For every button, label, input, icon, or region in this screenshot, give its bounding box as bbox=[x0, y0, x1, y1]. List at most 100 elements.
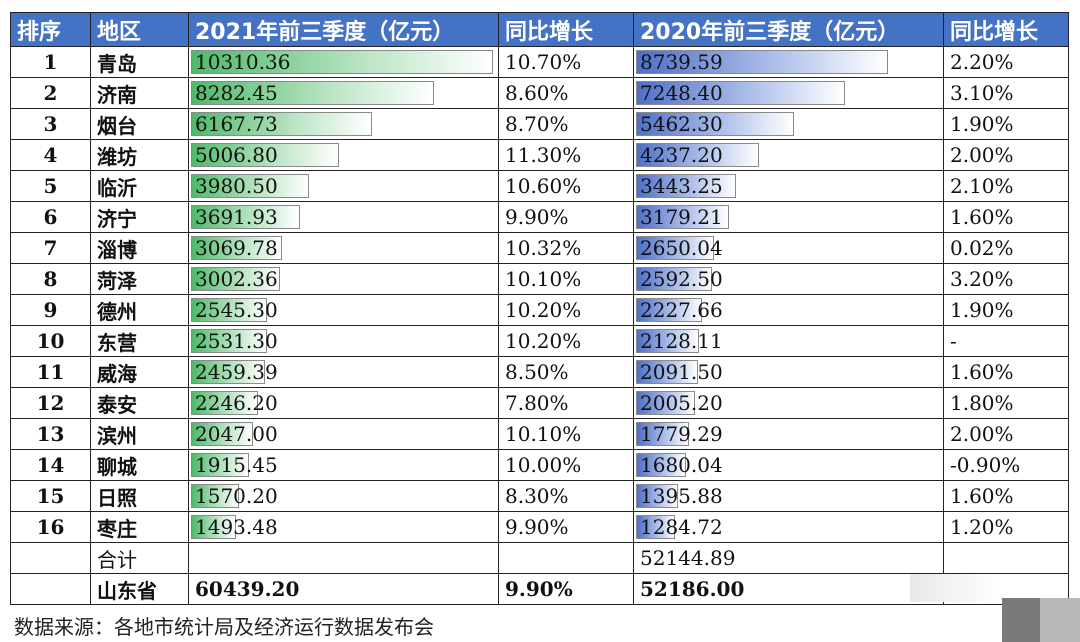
rank-cell: 1 bbox=[10, 46, 91, 78]
value-2020: 1395.88 bbox=[640, 484, 723, 508]
growth-2020-cell: 1.90% bbox=[943, 294, 1069, 326]
gdp-ranking-table: 排序 地区 2021年前三季度（亿元） 同比增长 2020年前三季度（亿元） 同… bbox=[10, 12, 1069, 605]
value-2021-cell: 2246.20 bbox=[188, 387, 499, 419]
bar-2020 bbox=[636, 329, 699, 353]
value-2020: 3179.21 bbox=[640, 205, 723, 229]
value-2020-cell: 2650.04 bbox=[633, 232, 944, 264]
rank-cell: 3 bbox=[10, 108, 91, 140]
subtotal-2020-growth bbox=[943, 542, 1069, 574]
value-2021: 8282.45 bbox=[195, 81, 278, 105]
value-2020-cell: 2227.66 bbox=[633, 294, 944, 326]
header-2021-growth: 同比增长 bbox=[498, 12, 634, 47]
value-2020-cell: 3179.21 bbox=[633, 201, 944, 233]
value-2021-cell: 5006.80 bbox=[188, 139, 499, 171]
subtotal-row: 合计 52144.89 bbox=[10, 542, 1069, 574]
bar-2021 bbox=[191, 422, 253, 446]
subtotal-2021-growth bbox=[498, 542, 634, 574]
value-2020-cell: 2128.11 bbox=[633, 325, 944, 357]
value-2020-cell: 7248.40 bbox=[633, 77, 944, 109]
bar-2021 bbox=[191, 267, 280, 291]
growth-2021-cell: 10.10% bbox=[498, 263, 634, 295]
region-cell: 青岛 bbox=[90, 46, 189, 78]
region-cell: 淄博 bbox=[90, 232, 189, 264]
growth-2021-cell: 10.60% bbox=[498, 170, 634, 202]
bar-2021 bbox=[191, 515, 236, 539]
growth-2020-cell: 1.90% bbox=[943, 108, 1069, 140]
value-2021: 1915.45 bbox=[195, 453, 278, 477]
growth-2021-cell: 9.90% bbox=[498, 201, 634, 233]
table-row: 9 德州 2545.30 10.20% 2227.66 1.90% bbox=[10, 294, 1069, 326]
table-row: 2 济南 8282.45 8.60% 7248.40 3.10% bbox=[10, 77, 1069, 109]
value-2020-cell: 1779.29 bbox=[633, 418, 944, 450]
value-2020: 2091.50 bbox=[640, 360, 723, 384]
bar-2021 bbox=[191, 143, 339, 167]
bar-2020 bbox=[636, 360, 698, 384]
watermark-block-dark bbox=[1002, 598, 1040, 642]
value-2021: 2246.20 bbox=[195, 391, 278, 415]
value-2021: 5006.80 bbox=[195, 143, 278, 167]
bar-2021 bbox=[191, 360, 265, 384]
region-cell: 泰安 bbox=[90, 387, 189, 419]
value-2021-cell: 10310.36 bbox=[188, 46, 499, 78]
value-2021: 6167.73 bbox=[195, 112, 278, 136]
region-cell: 滨州 bbox=[90, 418, 189, 450]
growth-2020-cell: 3.10% bbox=[943, 77, 1069, 109]
region-cell: 聊城 bbox=[90, 449, 189, 481]
rank-cell: 12 bbox=[10, 387, 91, 419]
growth-2020-cell: 1.60% bbox=[943, 201, 1069, 233]
region-cell: 烟台 bbox=[90, 108, 189, 140]
bar-2021 bbox=[191, 298, 267, 322]
growth-2020-cell: 2.10% bbox=[943, 170, 1069, 202]
total-2021-value: 60439.20 bbox=[188, 573, 499, 605]
growth-2021-cell: 10.00% bbox=[498, 449, 634, 481]
value-2020: 2227.66 bbox=[640, 298, 723, 322]
region-cell: 枣庄 bbox=[90, 511, 189, 543]
bar-2021 bbox=[191, 174, 309, 198]
growth-2021-cell: 8.60% bbox=[498, 77, 634, 109]
growth-2021-cell: 10.20% bbox=[498, 294, 634, 326]
bar-2020 bbox=[636, 298, 702, 322]
value-2020-cell: 2592.50 bbox=[633, 263, 944, 295]
header-2020-growth: 同比增长 bbox=[943, 12, 1069, 47]
value-2021: 2459.39 bbox=[195, 360, 278, 384]
total-label: 山东省 bbox=[90, 573, 189, 605]
value-2021: 1493.48 bbox=[195, 515, 278, 539]
header-row: 排序 地区 2021年前三季度（亿元） 同比增长 2020年前三季度（亿元） 同… bbox=[10, 12, 1069, 47]
bar-2020 bbox=[636, 515, 675, 539]
total-2021-growth: 9.90% bbox=[498, 573, 634, 605]
bar-2020 bbox=[636, 484, 678, 508]
growth-2021-cell: 10.10% bbox=[498, 418, 634, 450]
table-row: 15 日照 1570.20 8.30% 1395.88 1.60% bbox=[10, 480, 1069, 512]
watermark-block-light bbox=[1040, 598, 1080, 642]
bar-2020 bbox=[636, 81, 845, 105]
value-2021: 2545.30 bbox=[195, 298, 278, 322]
subtotal-label: 合计 bbox=[90, 542, 189, 574]
table-row: 1 青岛 10310.36 10.70% 8739.59 2.20% bbox=[10, 46, 1069, 78]
value-2021-cell: 1915.45 bbox=[188, 449, 499, 481]
growth-2020-cell: 1.60% bbox=[943, 356, 1069, 388]
rank-cell: 16 bbox=[10, 511, 91, 543]
table-row: 13 滨州 2047.00 10.10% 1779.29 2.00% bbox=[10, 418, 1069, 450]
rank-cell: 8 bbox=[10, 263, 91, 295]
bar-2020 bbox=[636, 267, 712, 291]
region-cell: 威海 bbox=[90, 356, 189, 388]
table-row: 11 威海 2459.39 8.50% 2091.50 1.60% bbox=[10, 356, 1069, 388]
total-2020-value: 52186.00 bbox=[633, 573, 944, 605]
bar-2021 bbox=[191, 81, 434, 105]
value-2021-cell: 1570.20 bbox=[188, 480, 499, 512]
bar-2020 bbox=[636, 236, 714, 260]
value-2021-cell: 2531.30 bbox=[188, 325, 499, 357]
growth-2020-cell: 2.00% bbox=[943, 139, 1069, 171]
value-2020: 1779.29 bbox=[640, 422, 723, 446]
bar-2020 bbox=[636, 422, 689, 446]
table-row: 6 济宁 3691.93 9.90% 3179.21 1.60% bbox=[10, 201, 1069, 233]
growth-2021-cell: 10.32% bbox=[498, 232, 634, 264]
value-2020-cell: 5462.30 bbox=[633, 108, 944, 140]
growth-2021-cell: 7.80% bbox=[498, 387, 634, 419]
growth-2020-cell: - bbox=[943, 325, 1069, 357]
header-2021-value: 2021年前三季度（亿元） bbox=[188, 12, 499, 47]
growth-2020-cell: 1.20% bbox=[943, 511, 1069, 543]
rank-cell: 2 bbox=[10, 77, 91, 109]
value-2020-cell: 2091.50 bbox=[633, 356, 944, 388]
table-row: 4 潍坊 5006.80 11.30% 4237.20 2.00% bbox=[10, 139, 1069, 171]
